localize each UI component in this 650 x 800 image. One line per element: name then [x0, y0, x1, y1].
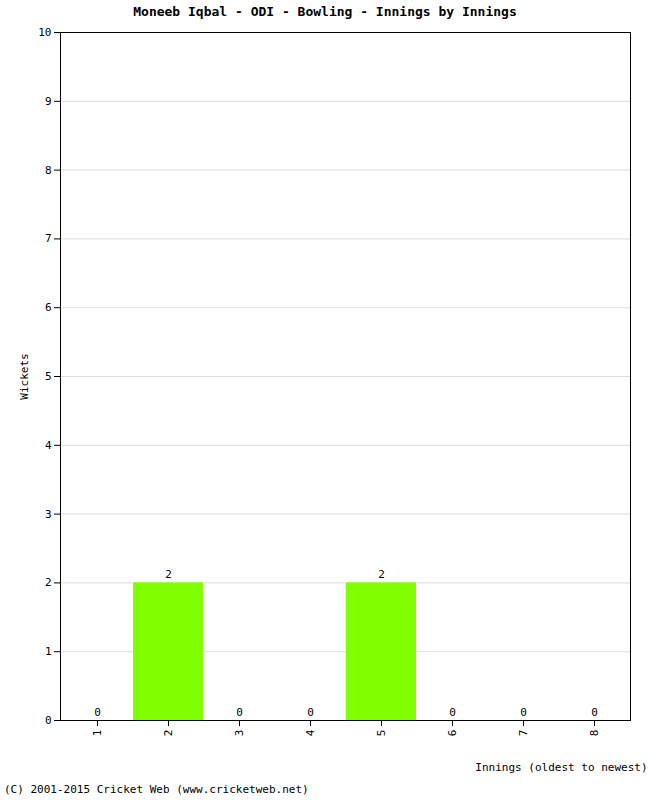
svg-text:0: 0 [591, 706, 598, 719]
svg-text:4: 4 [304, 729, 317, 736]
svg-text:8: 8 [45, 164, 52, 177]
svg-text:8: 8 [588, 730, 601, 737]
svg-text:Wickets: Wickets [18, 353, 31, 399]
svg-text:0: 0 [449, 706, 456, 719]
svg-text:10: 10 [38, 26, 51, 39]
svg-text:Innings (oldest to newest): Innings (oldest to newest) [475, 761, 647, 774]
svg-text:7: 7 [517, 730, 530, 737]
svg-text:0: 0 [45, 714, 52, 727]
svg-text:4: 4 [45, 439, 52, 452]
svg-text:3: 3 [233, 730, 246, 737]
svg-text:7: 7 [45, 232, 52, 245]
html-text:(C) 2001-2015 Cricket Web (www: (C) 2001-2015 Cricket Web (www.cricketwe… [4, 783, 309, 796]
svg-text:5: 5 [375, 730, 388, 737]
svg-text:0: 0 [520, 706, 527, 719]
svg-text:1: 1 [91, 730, 104, 737]
html-text:Moneeb Iqbal - ODI - Bowling -: Moneeb Iqbal - ODI - Bowling - Innings b… [133, 4, 517, 19]
svg-text:0: 0 [307, 706, 314, 719]
svg-text:1: 1 [45, 645, 52, 658]
svg-text:0: 0 [236, 706, 243, 719]
svg-text:2: 2 [162, 730, 175, 737]
svg-text:2: 2 [165, 568, 172, 581]
svg-text:2: 2 [45, 576, 52, 589]
svg-text:2: 2 [378, 568, 385, 581]
svg-text:5: 5 [45, 370, 52, 383]
svg-text:6: 6 [446, 730, 459, 737]
svg-text:3: 3 [45, 508, 52, 521]
svg-text:6: 6 [45, 301, 52, 314]
svg-text:0: 0 [94, 706, 101, 719]
svg-text:9: 9 [45, 95, 52, 108]
